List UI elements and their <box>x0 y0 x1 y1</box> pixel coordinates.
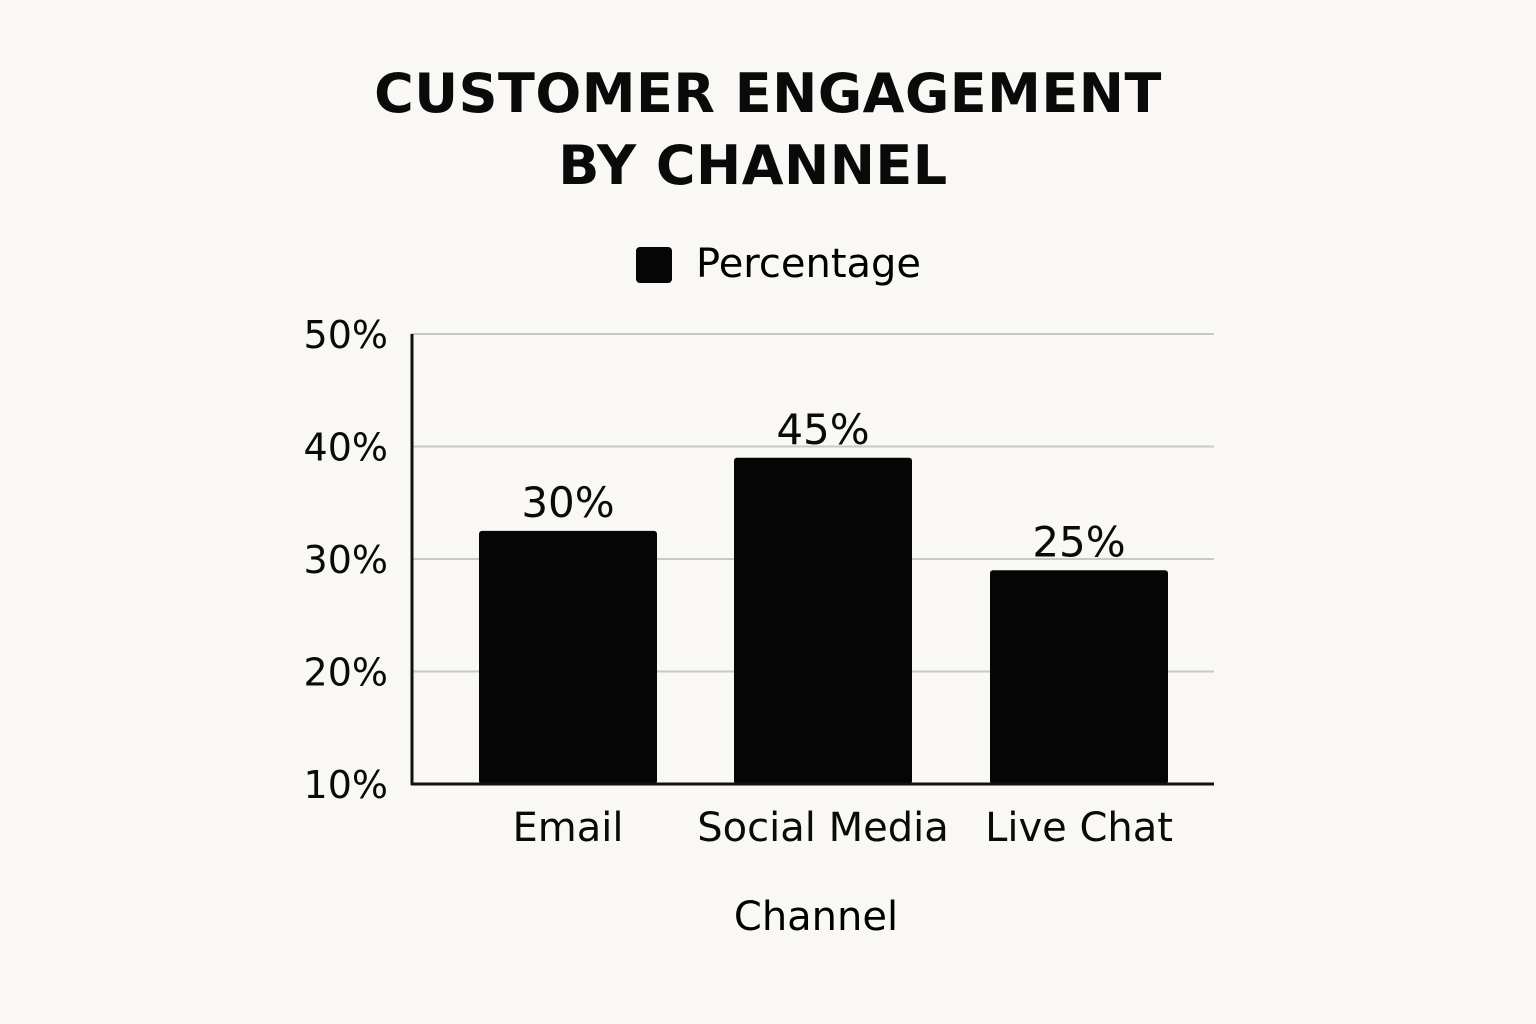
labels: 10% 20% 30% 40% 50% 30% Email 45% Social Media 25… <box>304 313 1173 851</box>
bar-email <box>479 530 657 784</box>
legend-label: Percentage <box>696 241 921 287</box>
bars <box>479 457 1168 784</box>
x-tick-label-live-chat: Live Chat <box>985 805 1173 851</box>
bar-value-label-email: 30% <box>521 478 614 527</box>
y-tick-label: 40% <box>304 426 388 470</box>
chart-title: CUSTOMER ENGAGEMENT BY CHANNEL <box>0 58 1536 202</box>
y-tick-label: 50% <box>304 313 388 357</box>
y-tick-label: 30% <box>304 538 388 582</box>
y-tick-label: 20% <box>304 651 388 695</box>
y-tick-label: 10% <box>304 763 388 807</box>
bar-live-chat <box>990 570 1168 784</box>
axes <box>410 334 1214 786</box>
x-tick-label-social-media: Social Media <box>697 805 948 851</box>
bar-social-media <box>734 457 912 784</box>
x-tick-label-email: Email <box>513 805 624 851</box>
chart-title-line-1: CUSTOMER ENGAGEMENT <box>374 62 1162 125</box>
chart-title-line-2: BY CHANNEL <box>558 134 948 197</box>
legend-swatch <box>636 247 672 283</box>
x-axis-title: Channel <box>734 894 898 940</box>
bar-value-label-social-media: 45% <box>776 405 869 454</box>
bar-value-label-live-chat: 25% <box>1032 517 1125 566</box>
legend: Percentage <box>636 241 921 287</box>
